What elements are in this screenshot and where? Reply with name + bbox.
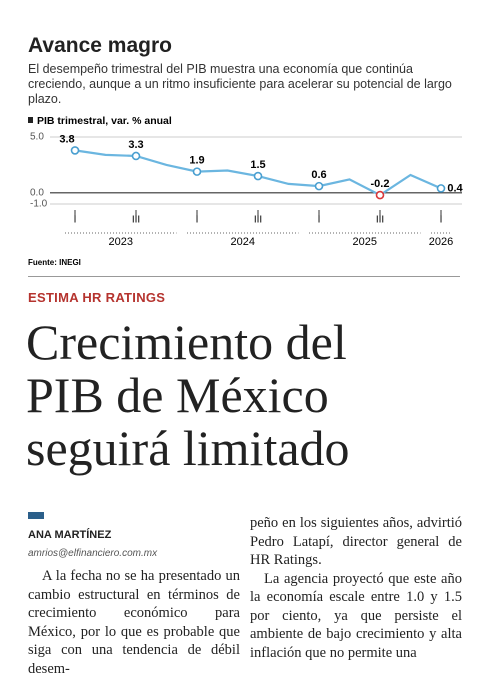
point (436, 184, 446, 193)
paragraph: La agencia proyectó que este año la econ… (250, 570, 462, 661)
value-label: 0.4 (447, 182, 463, 194)
point (253, 171, 263, 181)
year-label: 2026 (429, 236, 453, 248)
value-label: 3.3 (128, 139, 143, 151)
year-label: 2023 (109, 236, 133, 248)
y-tick-label: 5.0 (30, 132, 44, 143)
paragraph: A la fecha no se ha presentado un cambio… (28, 568, 240, 677)
x-tick-label: I (196, 215, 199, 226)
kicker: ESTIMA HR RATINGS (28, 290, 166, 305)
column: peño en los siguientes años, advirtió Pe… (250, 514, 462, 662)
source: Fuente: INEGI (28, 258, 81, 267)
point (375, 190, 385, 200)
email: amrios@elfinanciero.com.mx (28, 547, 158, 559)
divider (28, 276, 460, 277)
title: Avance magro (28, 34, 172, 57)
paragraph: peño en los siguientes años, advirtió Pe… (250, 515, 462, 568)
point (70, 146, 80, 155)
value-label: 1.9 (189, 155, 204, 167)
year-label: 2024 (231, 236, 255, 248)
x-tick-label: I (74, 215, 77, 226)
chart: PIB trimestral, var. % anual -1.00.0 5.0 3.… (28, 115, 464, 267)
y-tick-label: -1.0 (30, 199, 48, 210)
author: ANA MARTÍNEZ (28, 529, 112, 541)
headline-line: PIB de México (26, 367, 329, 423)
point (192, 167, 202, 176)
x-tick-label: III (254, 215, 262, 226)
y-tick-label: 0.0 (30, 187, 44, 198)
value-label: 0.6 (311, 169, 326, 181)
value-label: 3.8 (59, 133, 74, 145)
value-label: -0.2 (371, 178, 390, 190)
x-tick-label: III (132, 215, 140, 226)
value-label: 1.5 (250, 159, 265, 171)
column: ANA MARTÍNEZ amrios@elfinanciero.com.mx … (28, 512, 240, 678)
y-axis-label: PIB trimestral, var. % anual (37, 115, 172, 127)
headline: Crecimiento del PIB de México seguirá limi… (26, 316, 350, 475)
point (131, 151, 141, 161)
x-tick-label: I (440, 215, 443, 226)
legend-swatch (28, 117, 33, 123)
headline-line: seguirá limitado (26, 420, 350, 476)
x-tick-label: III (376, 215, 384, 226)
headline-line: Crecimiento del (26, 314, 347, 370)
point (314, 181, 324, 191)
author-bar (28, 512, 44, 519)
x-tick-label: I (318, 215, 321, 226)
year-label: 2025 (353, 236, 377, 248)
subtitle: El desempeño trimestral del PIB muestra … (28, 62, 452, 106)
